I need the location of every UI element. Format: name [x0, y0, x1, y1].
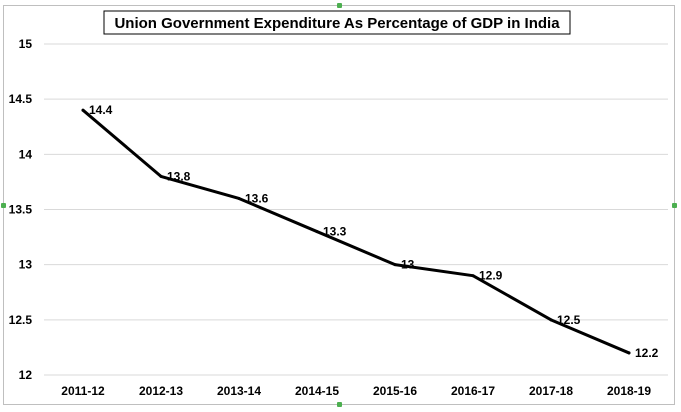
y-tick-label: 13	[19, 258, 33, 272]
chart-title: Union Government Expenditure As Percenta…	[114, 15, 560, 32]
y-tick-label: 14.5	[9, 92, 33, 106]
y-tick-label: 12	[19, 368, 33, 382]
x-tick-label: 2014-15	[295, 384, 339, 398]
gridlines	[44, 43, 668, 376]
x-tick-label: 2018-19	[607, 384, 651, 398]
data-label: 14.4	[89, 103, 113, 117]
series-group	[81, 108, 631, 355]
data-point	[81, 108, 85, 112]
y-tick-label: 13.5	[9, 203, 33, 217]
data-label: 13.3	[323, 225, 347, 239]
data-point	[315, 230, 319, 234]
data-point	[159, 174, 163, 178]
data-labels: 14.4 13.8 13.6 13.3 13 12.9 12.5 12.2	[89, 103, 659, 360]
data-label: 12.9	[479, 269, 503, 283]
data-point	[627, 351, 631, 355]
chart-area	[1, 3, 677, 407]
resize-handle-bottom[interactable]	[337, 402, 342, 407]
data-point	[393, 263, 397, 267]
x-tick-label: 2013-14	[217, 384, 261, 398]
data-point	[237, 196, 241, 200]
x-tick-label: 2017-18	[529, 384, 573, 398]
x-tick-label: 2011-12	[61, 384, 105, 398]
series-line	[81, 108, 631, 355]
resize-handle-left[interactable]	[1, 203, 6, 208]
x-tick-label: 2016-17	[451, 384, 495, 398]
resize-handle-right[interactable]	[672, 203, 677, 208]
chart-title-box	[103, 10, 571, 35]
data-label: 13.6	[245, 191, 269, 205]
data-label: 12.2	[635, 346, 659, 360]
x-tick-label: 2015-16	[373, 384, 417, 398]
data-label: 12.5	[557, 313, 581, 327]
y-tick-label: 15	[19, 37, 33, 51]
data-point	[549, 318, 553, 322]
data-label: 13.8	[167, 169, 191, 183]
data-label: 13	[401, 258, 415, 272]
x-axis-tick-labels: 2011-12 2012-13 2013-14 2014-15 2015-16 2016-…	[61, 384, 651, 398]
data-point	[471, 274, 475, 278]
resize-handle-top[interactable]	[337, 3, 342, 8]
x-tick-label: 2012-13	[139, 384, 183, 398]
y-tick-label: 12.5	[9, 313, 33, 327]
y-axis-tick-labels: 12 12.5 13 13.5 14 14.5 15	[9, 37, 33, 382]
y-tick-label: 14	[19, 147, 33, 161]
